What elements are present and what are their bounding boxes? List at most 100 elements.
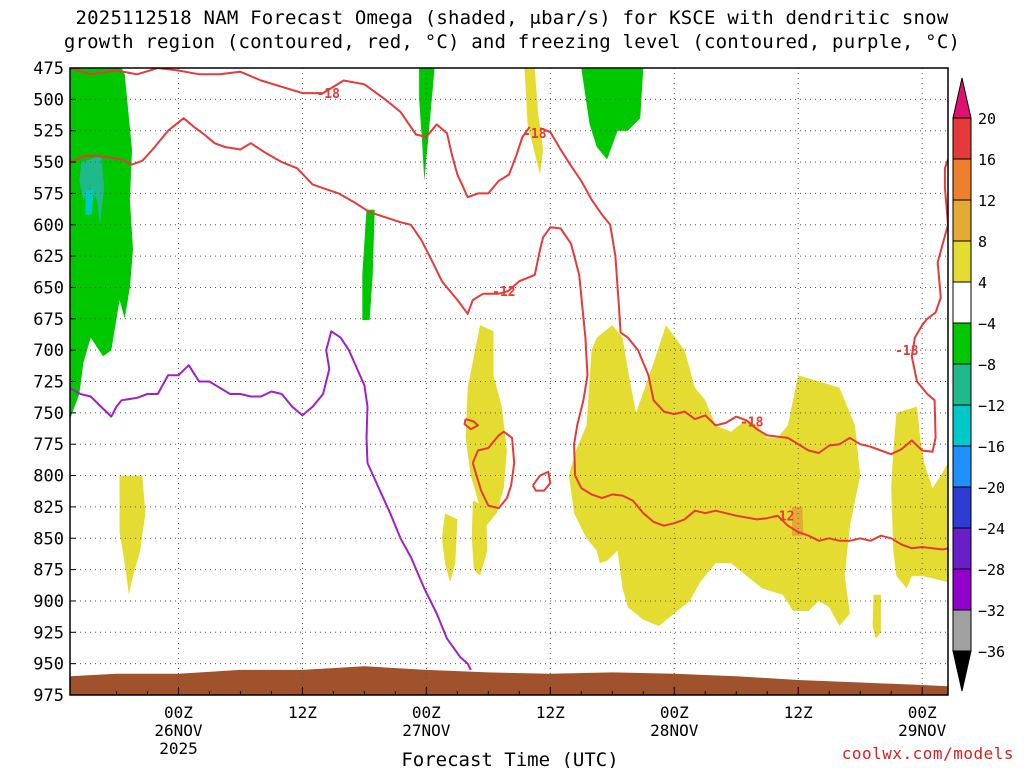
omega-region <box>872 594 881 639</box>
y-axis: 475 500 525 550 575 600 625 650 675 700 725 750 775 8… <box>33 59 76 706</box>
colorbar-cell <box>952 240 972 283</box>
terrain-fill <box>70 666 948 695</box>
contour-label: -12 <box>492 285 515 300</box>
x-tick-label: 00Z <box>908 703 937 722</box>
colorbar-cell <box>952 527 972 570</box>
y-tick-label: 625 <box>33 247 64 267</box>
omega-region <box>524 68 544 175</box>
contour-line <box>471 430 516 510</box>
omega-region <box>471 500 488 576</box>
contour-line <box>531 470 552 492</box>
colorbar-label: −8 <box>978 356 996 374</box>
contour-line <box>70 330 472 671</box>
omega-region <box>85 189 94 215</box>
colorbar-label: 20 <box>978 110 996 128</box>
colorbar-cell <box>952 609 972 652</box>
omega-region <box>891 406 948 589</box>
y-tick-label: 500 <box>33 90 64 110</box>
omega-region <box>568 325 861 626</box>
colorbar-cell <box>952 445 972 488</box>
colorbar-label: −36 <box>978 643 1005 661</box>
x-tick-label: 00Z <box>412 703 441 722</box>
y-tick-label: 775 <box>33 435 64 455</box>
omega-region <box>792 506 804 536</box>
y-tick-label: 875 <box>33 561 64 581</box>
x-tick-date: 26NOV <box>154 721 203 740</box>
colorbar-cell <box>952 281 972 324</box>
credit-text: coolwx.com/models <box>841 744 1014 763</box>
contour-label: -18 <box>316 87 340 102</box>
colorbar-label: −24 <box>978 520 1005 538</box>
colorbar-cell <box>952 486 972 529</box>
colorbar-top-cap <box>952 77 972 119</box>
y-tick-label: 550 <box>33 153 64 173</box>
y-tick-label: 800 <box>33 467 64 487</box>
x-tick-year: 2025 <box>159 739 198 758</box>
y-tick-label: 475 <box>33 59 64 79</box>
colorbar-bottom-cap <box>952 650 972 692</box>
colorbar-label: −4 <box>978 315 996 333</box>
colorbar-cell <box>952 404 972 447</box>
omega-region <box>581 68 644 160</box>
contour-line <box>539 127 948 456</box>
contour-line <box>70 117 948 551</box>
y-tick-label: 650 <box>33 278 64 298</box>
colorbar-label: 16 <box>978 151 996 169</box>
colorbar-cell <box>952 117 972 160</box>
x-tick-date: 29NOV <box>898 721 947 740</box>
colorbar-label: −32 <box>978 602 1005 620</box>
y-tick-label: 675 <box>33 310 64 330</box>
terrain-area <box>70 666 948 695</box>
y-tick-label: 950 <box>33 655 64 675</box>
y-tick-label: 525 <box>33 122 64 142</box>
chart-title-line-2: growth region (contoured, red, °C) and f… <box>63 31 961 53</box>
colorbar-label: −20 <box>978 479 1005 497</box>
colorbar-cell <box>952 199 972 242</box>
chart-title: 2025112518 NAM Forecast Omega (shaded, μ… <box>0 6 1024 54</box>
colorbar: 20 16 12 8 4 −4 −8 −12 −16 −20 −24 −28 −32 −36 <box>952 77 1005 692</box>
omega-region <box>362 209 375 321</box>
contour-label: -18 <box>740 416 764 431</box>
contour-line <box>70 68 531 199</box>
contour-line <box>463 418 479 431</box>
colorbar-label: 12 <box>978 192 996 210</box>
x-tick-label: 12Z <box>536 703 565 722</box>
contour-label: -18 <box>523 127 547 142</box>
y-tick-label: 975 <box>33 686 64 706</box>
y-tick-label: 600 <box>33 216 64 236</box>
x-tick-date: 28NOV <box>650 721 699 740</box>
y-tick-label: 575 <box>33 184 64 204</box>
omega-region <box>441 513 458 583</box>
colorbar-cell <box>952 322 972 365</box>
omega-region <box>119 475 146 595</box>
x-tick-label: 00Z <box>660 703 689 722</box>
colorbar-label: −28 <box>978 561 1005 579</box>
contour-label: -18 <box>895 344 919 359</box>
y-tick-label: 925 <box>33 623 64 643</box>
colorbar-label: 4 <box>978 274 987 292</box>
y-tick-label: 825 <box>33 498 64 518</box>
x-tick-label: 00Z <box>164 703 193 722</box>
y-tick-label: 900 <box>33 592 64 612</box>
omega-region <box>419 68 435 181</box>
y-tick-label: 700 <box>33 341 64 361</box>
x-tick-label: 12Z <box>784 703 813 722</box>
y-tick-label: 850 <box>33 529 64 549</box>
x-axis-label: Forecast Time (UTC) <box>401 749 618 768</box>
x-tick-label: 12Z <box>288 703 317 722</box>
contour-lines: -18 -18 -18 -18 -12 -12 <box>70 68 948 671</box>
colorbar-cell <box>952 363 972 406</box>
chart-title-line-1: 2025112518 NAM Forecast Omega (shaded, μ… <box>75 7 949 29</box>
y-tick-label: 725 <box>33 373 64 393</box>
colorbar-cell <box>952 568 972 611</box>
contour-label: -12 <box>771 510 794 525</box>
colorbar-label: 8 <box>978 233 987 251</box>
colorbar-cell <box>952 158 972 201</box>
x-tick-date: 27NOV <box>402 721 451 740</box>
colorbar-label: −16 <box>978 438 1005 456</box>
omega-shading <box>70 68 948 639</box>
y-tick-label: 750 <box>33 404 64 424</box>
colorbar-label: −12 <box>978 397 1005 415</box>
